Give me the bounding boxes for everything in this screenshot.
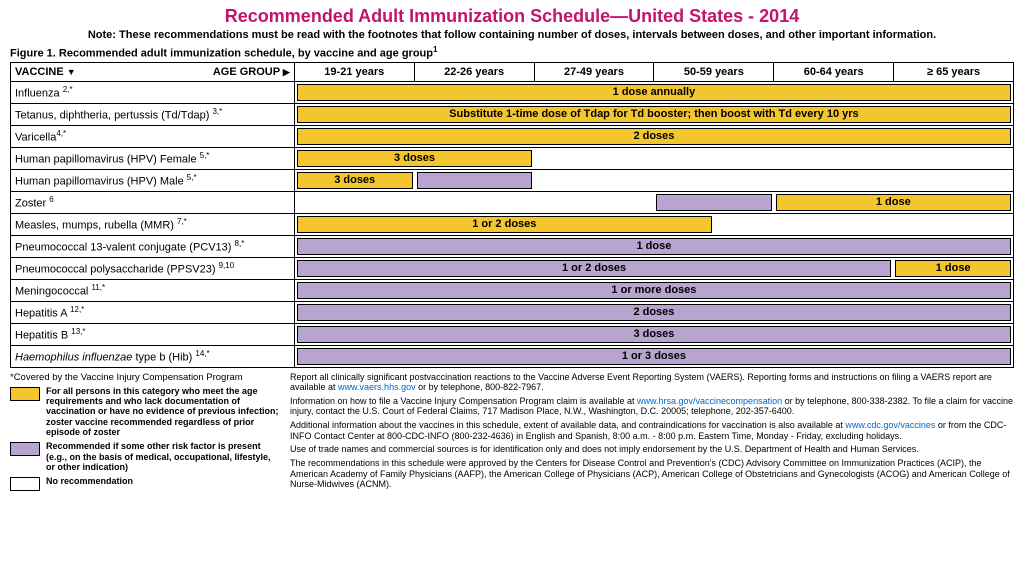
- table-row: Varicella4,*2 doses: [11, 125, 1014, 147]
- vaccine-label: Zoster 6: [11, 191, 295, 213]
- dose-bars: 3 doses: [294, 169, 1013, 191]
- dose-bars: 1 or 2 doses: [294, 213, 1013, 235]
- table-row: Hepatitis B 13,*3 doses: [11, 323, 1014, 345]
- cdc-link[interactable]: www.cdc.gov/vaccines: [845, 420, 935, 430]
- table-row: Influenza 2,*1 dose annually: [11, 81, 1014, 103]
- dose-bars: 1 dose annually: [294, 81, 1013, 103]
- dose-bars: 2 doses: [294, 301, 1013, 323]
- dose-bar: 1 dose annually: [297, 84, 1011, 101]
- vaers-link[interactable]: www.vaers.hhs.gov: [338, 382, 416, 392]
- vaccine-label: Haemophilus influenzae type b (Hib) 14,*: [11, 345, 295, 367]
- table-row: Pneumococcal polysaccharide (PPSV23) 9,1…: [11, 257, 1014, 279]
- legend-swatch: [10, 442, 40, 456]
- vaccine-label: Human papillomavirus (HPV) Female 5,*: [11, 147, 295, 169]
- vaccine-label: Varicella4,*: [11, 125, 295, 147]
- page-title: Recommended Adult Immunization Schedule—…: [10, 6, 1014, 27]
- dose-bar: Substitute 1-time dose of Tdap for Td bo…: [297, 106, 1011, 123]
- vaccine-label: Measles, mumps, rubella (MMR) 7,*: [11, 213, 295, 235]
- table-row: Meningococcal 11,*1 or more doses: [11, 279, 1014, 301]
- dose-bar: 1 or 3 doses: [297, 348, 1011, 365]
- legend-swatch: [10, 477, 40, 491]
- dose-bars: 3 doses: [294, 147, 1013, 169]
- dose-bar: [417, 172, 533, 189]
- table-row: Measles, mumps, rubella (MMR) 7,*1 or 2 …: [11, 213, 1014, 235]
- vaccine-label: Hepatitis B 13,*: [11, 323, 295, 345]
- header-note: Note: These recommendations must be read…: [10, 29, 1014, 41]
- age-27-49: 27-49 years: [534, 62, 654, 81]
- dose-bar: 2 doses: [297, 304, 1011, 321]
- legend-swatch: [10, 387, 40, 401]
- table-row: Human papillomavirus (HPV) Female 5,*3 d…: [11, 147, 1014, 169]
- table-row: Haemophilus influenzae type b (Hib) 14,*…: [11, 345, 1014, 367]
- immunization-table: VACCINE ▼ AGE GROUP ▶ 19-21 years 22-26 …: [10, 62, 1014, 368]
- legend: *Covered by the Vaccine Injury Compensat…: [10, 372, 280, 496]
- dose-bar: 2 doses: [297, 128, 1011, 145]
- vaccine-label: Influenza 2,*: [11, 81, 295, 103]
- vaccine-label: Hepatitis A 12,*: [11, 301, 295, 323]
- age-22-26: 22-26 years: [414, 62, 534, 81]
- age-19-21: 19-21 years: [294, 62, 414, 81]
- dose-bar: 1 or more doses: [297, 282, 1011, 299]
- dose-bar: 3 doses: [297, 150, 532, 167]
- hrsa-link[interactable]: www.hrsa.gov/vaccinecompensation: [637, 396, 782, 406]
- dose-bar: 1 or 2 doses: [297, 260, 891, 277]
- legend-item: For all persons in this category who mee…: [10, 386, 280, 438]
- dose-bars: 1 dose: [294, 235, 1013, 257]
- dose-bar: 1 dose: [776, 194, 1011, 211]
- dose-bars: 1 or 3 doses: [294, 345, 1013, 367]
- vaccine-label: Human papillomavirus (HPV) Male 5,*: [11, 169, 295, 191]
- vaccine-label: Tetanus, diphtheria, pertussis (Td/Tdap)…: [11, 103, 295, 125]
- footnotes: Report all clinically significant postva…: [290, 372, 1014, 496]
- table-row: Zoster 6 1 dose: [11, 191, 1014, 213]
- table-row: Tetanus, diphtheria, pertussis (Td/Tdap)…: [11, 103, 1014, 125]
- dose-bars: 1 or 2 doses1 dose: [294, 257, 1013, 279]
- table-row: Human papillomavirus (HPV) Male 5,*3 dos…: [11, 169, 1014, 191]
- age-60-64: 60-64 years: [774, 62, 894, 81]
- legend-item: No recommendation: [10, 476, 280, 491]
- figure-caption: Figure 1. Recommended adult immunization…: [10, 45, 1014, 60]
- vaccine-label: Meningococcal 11,*: [11, 279, 295, 301]
- header-vaccine: VACCINE ▼ AGE GROUP ▶: [11, 62, 295, 81]
- dose-bars: 1 dose: [294, 191, 1013, 213]
- age-65-plus: ≥ 65 years: [894, 62, 1014, 81]
- vaccine-label: Pneumococcal polysaccharide (PPSV23) 9,1…: [11, 257, 295, 279]
- dose-bar: [656, 194, 772, 211]
- table-row: Hepatitis A 12,*2 doses: [11, 301, 1014, 323]
- dose-bar: 3 doses: [297, 326, 1011, 343]
- legend-item: Recommended if some other risk factor is…: [10, 441, 280, 472]
- vaccine-label: Pneumococcal 13-valent conjugate (PCV13)…: [11, 235, 295, 257]
- dose-bar: 1 dose: [297, 238, 1011, 255]
- dose-bar: 3 doses: [297, 172, 413, 189]
- dose-bars: 3 doses: [294, 323, 1013, 345]
- dose-bars: Substitute 1-time dose of Tdap for Td bo…: [294, 103, 1013, 125]
- dose-bars: 1 or more doses: [294, 279, 1013, 301]
- age-50-59: 50-59 years: [654, 62, 774, 81]
- table-row: Pneumococcal 13-valent conjugate (PCV13)…: [11, 235, 1014, 257]
- dose-bars: 2 doses: [294, 125, 1013, 147]
- dose-bar: 1 or 2 doses: [297, 216, 712, 233]
- dose-bar: 1 dose: [895, 260, 1011, 277]
- covered-note: *Covered by the Vaccine Injury Compensat…: [10, 372, 280, 383]
